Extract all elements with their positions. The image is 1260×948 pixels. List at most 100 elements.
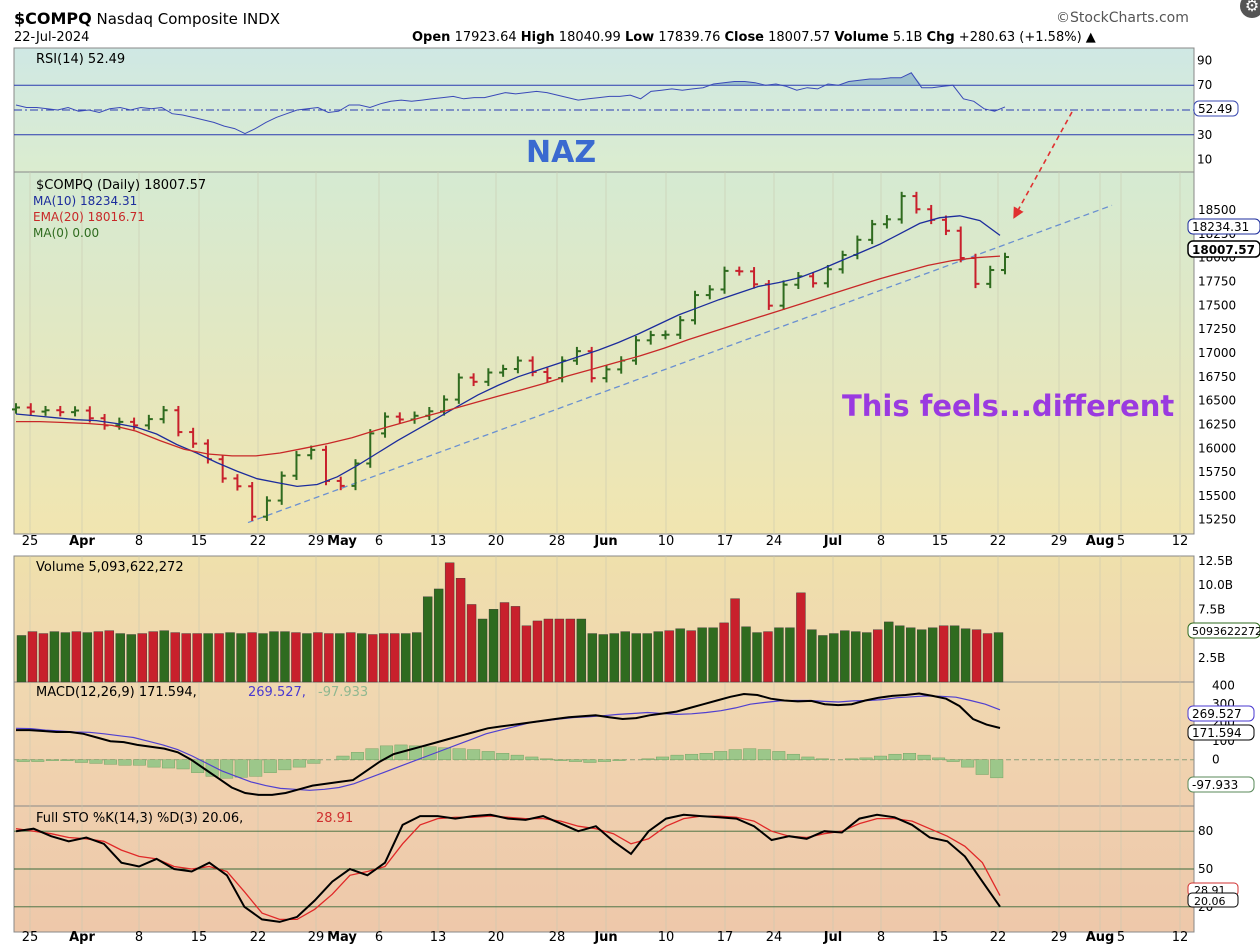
macd-histogram-bar (220, 759, 234, 779)
macd-panel (13, 681, 1195, 807)
volume-value-tag: 5093622272 (1187, 622, 1260, 639)
sto-k-value-tag: 20.06 (1187, 892, 1239, 908)
volume-bar (422, 596, 433, 683)
macd-histogram-bar (670, 754, 684, 760)
macd-ytick: 400 (1212, 679, 1235, 693)
macd-histogram-bar (292, 759, 306, 768)
volume-bar (302, 633, 312, 683)
trendline (247, 204, 1113, 524)
x-tick-label: 28 (549, 930, 566, 945)
x-tick-label: 8 (877, 534, 885, 549)
rsi-ytick: 90 (1197, 53, 1212, 67)
red-arrow (1013, 111, 1073, 219)
volume-bar (16, 635, 27, 683)
low-label: Low (624, 30, 655, 45)
volume-bar (818, 635, 828, 683)
macd-histogram-bar (932, 757, 946, 760)
ohlc-bar: Open 17923.64 High 18040.99 Low 17839.76… (412, 30, 1096, 45)
volume-bar (873, 629, 883, 683)
volume-bar (609, 633, 619, 683)
macd-histogram-bar (961, 759, 975, 768)
macd-signal-label: 269.527, (248, 685, 306, 700)
volume-bar (521, 625, 532, 683)
x-tick-label: 13 (430, 534, 447, 549)
svg-text:269.527: 269.527 (1192, 707, 1242, 721)
price-ytick: 15750 (1198, 465, 1236, 479)
symbol: $COMPQ (14, 9, 92, 28)
macd-histogram-bar (365, 748, 379, 760)
x-tick-label: 10 (658, 534, 675, 549)
macd-histogram-bar (263, 759, 277, 773)
macd-histogram-bar (118, 759, 132, 766)
macd-signal-line (15, 695, 1001, 791)
volume-bar (269, 631, 279, 683)
exchange: INDX (242, 10, 281, 28)
macd-histogram-bar (89, 759, 103, 764)
volume-bar (697, 627, 707, 683)
svg-text:171.594: 171.594 (1192, 726, 1242, 740)
macd-ytick: 0 (1212, 753, 1220, 767)
price-ytick: 18500 (1198, 203, 1236, 217)
volume-bar (181, 633, 191, 683)
macd-histogram-bar (874, 755, 887, 760)
macd-histogram-bar (147, 759, 161, 768)
macd-histogram-bar (60, 759, 74, 761)
svg-text:20.06: 20.06 (1194, 895, 1226, 908)
macd-histogram-bar (859, 757, 873, 760)
sto-title: Full STO %K(14,3) %D(3) 20.06, (36, 811, 243, 826)
macd-title: MACD(12,26,9) 171.594, (36, 685, 197, 700)
volume-bar (620, 631, 630, 683)
rsi-line (15, 72, 1006, 135)
volume-bar (587, 633, 598, 683)
volume-bar (280, 631, 290, 683)
ma10-line (15, 215, 1001, 488)
volume-bar (335, 633, 345, 683)
naz-annotation: NAZ (526, 135, 596, 170)
ma0-legend: MA(0) 0.00 (33, 226, 99, 240)
volume-bar (60, 632, 71, 683)
hist-value-tag: -97.933 (1187, 776, 1255, 793)
volume-bar (774, 627, 784, 683)
volume-bar (664, 630, 674, 683)
volume-bar (741, 626, 751, 683)
macd-histogram-bar (597, 759, 611, 762)
volume-bar (631, 633, 641, 683)
x-tick-label: 20 (488, 534, 505, 549)
macd-histogram-bar (350, 752, 364, 760)
macd-histogram-bar (743, 748, 757, 760)
price-ytick: 17250 (1198, 322, 1236, 336)
price-ytick: 17000 (1198, 346, 1236, 360)
volume-bar (412, 632, 422, 683)
volume-bar (851, 631, 861, 683)
price-ytick: 16000 (1198, 441, 1236, 455)
x-tick-label: 29 (1051, 930, 1068, 945)
volume-bar (796, 592, 806, 683)
x-tick-label: 15 (191, 534, 208, 549)
ma10-legend: MA(10) 18234.31 (33, 194, 137, 208)
volume-bar (93, 631, 104, 683)
volume-bar (938, 625, 949, 683)
volume-bar (401, 633, 411, 683)
volume-bar (477, 618, 488, 683)
macd-histogram-bar (641, 758, 655, 760)
x-tick-label: 22 (250, 534, 267, 549)
price-title: $COMPQ (Daily) 18007.57 (36, 178, 206, 193)
volume-bar (642, 633, 652, 683)
rsi-ytick: 30 (1197, 128, 1212, 142)
x-tick-label: 24 (766, 930, 783, 945)
x-tick-label: 22 (990, 930, 1007, 945)
x-tick-label: 6 (375, 534, 383, 549)
x-tick-label: 8 (135, 534, 143, 549)
volume-bar (192, 633, 202, 683)
macd-histogram-bar (714, 751, 728, 760)
macd-histogram-bar (133, 759, 146, 766)
macd-histogram-bar (772, 751, 786, 760)
x-tick-label: 12 (1172, 534, 1189, 549)
volume-bar (532, 620, 543, 683)
volume-bar (653, 631, 663, 683)
settings-gear-icon[interactable]: ⚙ (1240, 0, 1260, 18)
high-label: High (520, 30, 555, 45)
macd-histogram-bar (801, 756, 815, 760)
volume-bar (829, 633, 839, 683)
x-tick-label: Jul (823, 534, 843, 549)
